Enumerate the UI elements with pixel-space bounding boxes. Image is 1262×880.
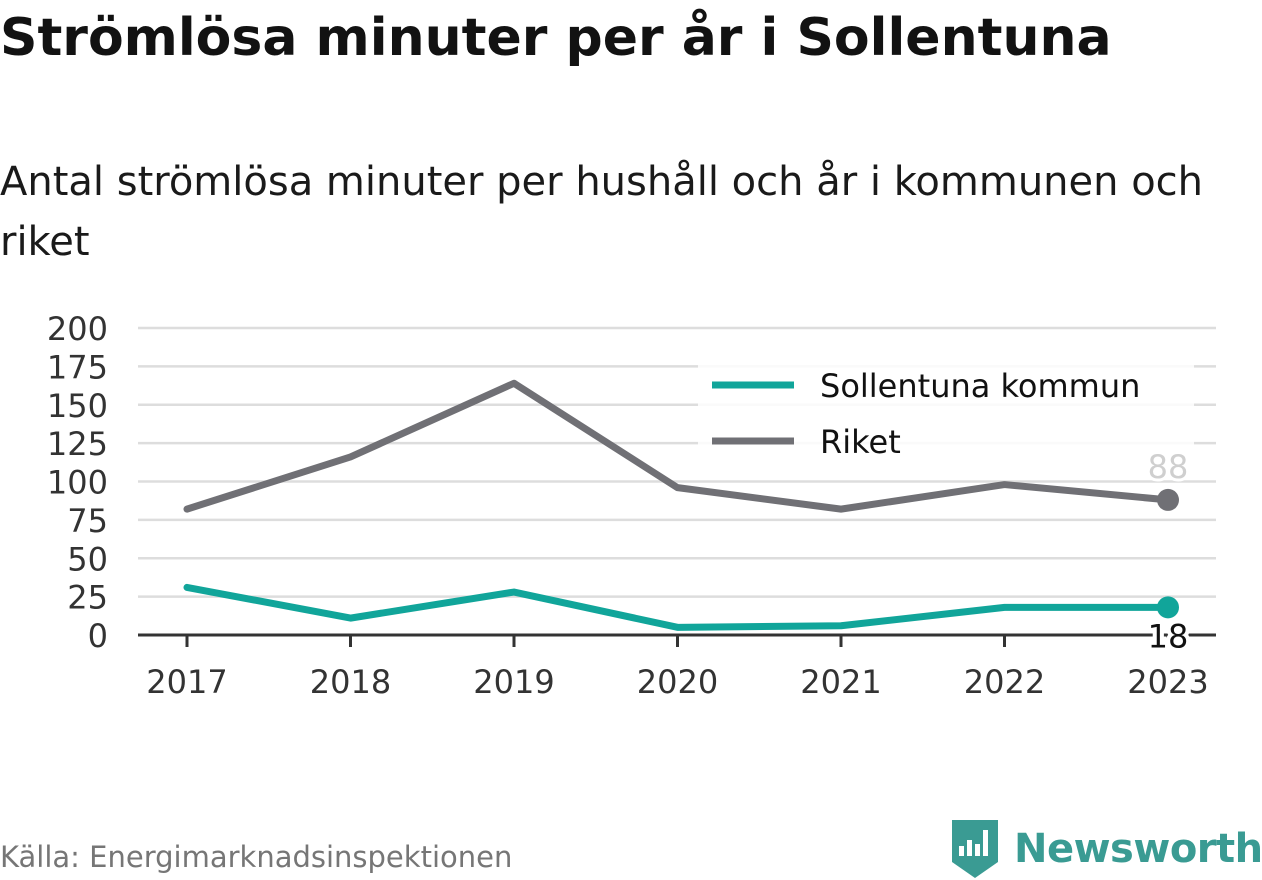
x-tick-label: 2020 (637, 663, 718, 701)
x-tick-label: 2022 (964, 663, 1045, 701)
x-tick-label: 2017 (146, 663, 227, 701)
series-lines (183, 379, 1179, 631)
x-tick-label: 2018 (310, 663, 391, 701)
legend-label-sollentuna: Sollentuna kommun (820, 367, 1140, 405)
data-label-sollentuna-end: 18 (1148, 617, 1189, 655)
brand-name: Newsworthy (1014, 826, 1262, 872)
end-point-riket (1157, 488, 1179, 511)
x-tick-label: 2021 (800, 663, 881, 701)
data-labels: 88 18 (1144, 445, 1193, 659)
series-line-riket (183, 379, 1172, 513)
x-tick-label: 2023 (1127, 663, 1208, 701)
y-tick-label: 75 (67, 502, 108, 540)
legend-label-riket: Riket (820, 423, 901, 461)
y-tick-label: 0 (88, 617, 108, 655)
series-line-sollentuna (183, 583, 1172, 631)
x-tick-label: 2019 (473, 663, 554, 701)
y-tick-label: 200 (47, 310, 108, 348)
chart-title: Strömlösa minuter per år i Sollentuna (0, 8, 1112, 68)
y-tick-label: 150 (47, 387, 108, 425)
newsworthy-logo: Newsworthy (950, 818, 1262, 880)
y-tick-label: 25 (67, 579, 108, 617)
y-tick-label: 175 (47, 348, 108, 386)
legend-background (698, 356, 1194, 468)
chart-subtitle: Antal strömlösa minuter per hushåll och … (0, 159, 1204, 265)
y-tick-label: 100 (47, 464, 108, 502)
y-tick-label: 125 (47, 425, 108, 463)
end-point-sollentuna (1157, 596, 1179, 619)
y-tick-label: 50 (67, 540, 108, 578)
newsworthy-logo-icon (952, 820, 998, 878)
source-note: Källa: Energimarknadsinspektionen (0, 840, 513, 874)
data-label-riket-end: 88 (1148, 448, 1189, 486)
legend: Sollentuna kommun Riket (698, 356, 1194, 468)
